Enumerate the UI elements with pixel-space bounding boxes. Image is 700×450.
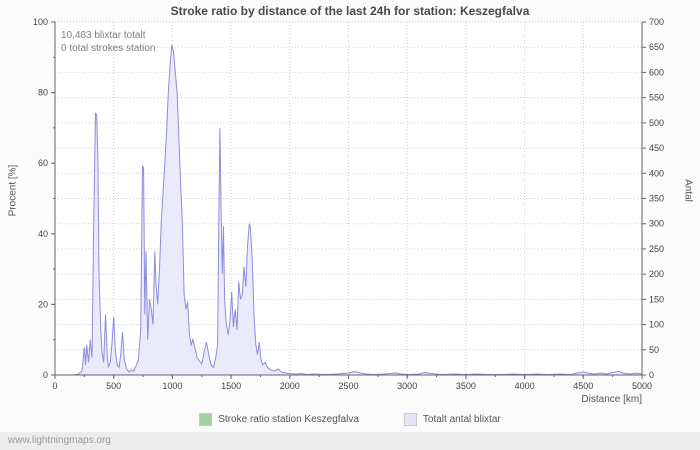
tick-label: 500 (649, 118, 664, 128)
tick-label: 4000 (515, 381, 535, 391)
tick-label: 40 (38, 229, 48, 239)
tick-label: 4500 (573, 381, 593, 391)
tick-label: 3000 (397, 381, 417, 391)
tick-label: 60 (38, 158, 48, 168)
tick-label: 150 (649, 294, 664, 304)
tick-label: 3500 (456, 381, 476, 391)
stroke-ratio-chart: 0204060801000501001502002503003504004505… (33, 17, 664, 391)
tick-label: 2500 (338, 381, 358, 391)
chart-legend: Stroke ratio station Keszegfalva Totalt … (0, 413, 700, 426)
tick-label: 600 (649, 67, 664, 77)
chart-annotation: 10,483 blixtar totalt 0 total strokes st… (61, 29, 156, 55)
tick-label: 250 (649, 244, 664, 254)
y-axis-label-right: Antal (682, 179, 694, 202)
chart-title: Stroke ratio by distance of the last 24h… (170, 4, 530, 18)
axes (51, 21, 646, 379)
tick-label: 500 (106, 381, 121, 391)
legend-label-stroke-ratio: Stroke ratio station Keszegfalva (218, 414, 359, 425)
tick-label: 50 (649, 345, 659, 355)
tick-label: 350 (649, 194, 664, 204)
tick-label: 5000 (632, 381, 652, 391)
tick-label: 0 (649, 370, 654, 380)
lightningmaps-link[interactable]: www.lightningmaps.org (8, 435, 111, 446)
x-axis-label: Distance [km] (581, 394, 642, 405)
tick-label: 550 (649, 93, 664, 103)
tick-label: 300 (649, 219, 664, 229)
tick-label: 20 (38, 299, 48, 309)
legend-item-total-strokes: Totalt antal blixtar (403, 413, 501, 426)
tick-label: 100 (33, 17, 48, 27)
tick-label: 1500 (221, 381, 241, 391)
tick-labels: 0204060801000501001502002503003504004505… (33, 17, 664, 391)
tick-label: 100 (649, 320, 664, 330)
footer-bar: www.lightningmaps.org (0, 432, 700, 450)
tick-label: 200 (649, 269, 664, 279)
tick-label: 400 (649, 168, 664, 178)
annotation-total-strokes: 10,483 blixtar totalt (61, 30, 146, 41)
tick-label: 0 (43, 370, 48, 380)
tick-label: 1000 (162, 381, 182, 391)
legend-label-total-strokes: Totalt antal blixtar (422, 414, 501, 425)
legend-swatch-lavender-icon (403, 413, 417, 426)
tick-label: 650 (649, 42, 664, 52)
annotation-station-strokes: 0 total strokes station (61, 43, 156, 54)
tick-label: 2000 (280, 381, 300, 391)
legend-item-stroke-ratio: Stroke ratio station Keszegfalva (199, 413, 359, 426)
series-line (55, 44, 643, 376)
legend-swatch-green-icon (199, 413, 213, 426)
tick-label: 700 (649, 17, 664, 27)
tick-label: 450 (649, 143, 664, 153)
y-axis-label-left: Procent [%] (7, 164, 19, 217)
series-area (55, 44, 642, 375)
tick-label: 0 (52, 381, 57, 391)
tick-label: 80 (38, 88, 48, 98)
